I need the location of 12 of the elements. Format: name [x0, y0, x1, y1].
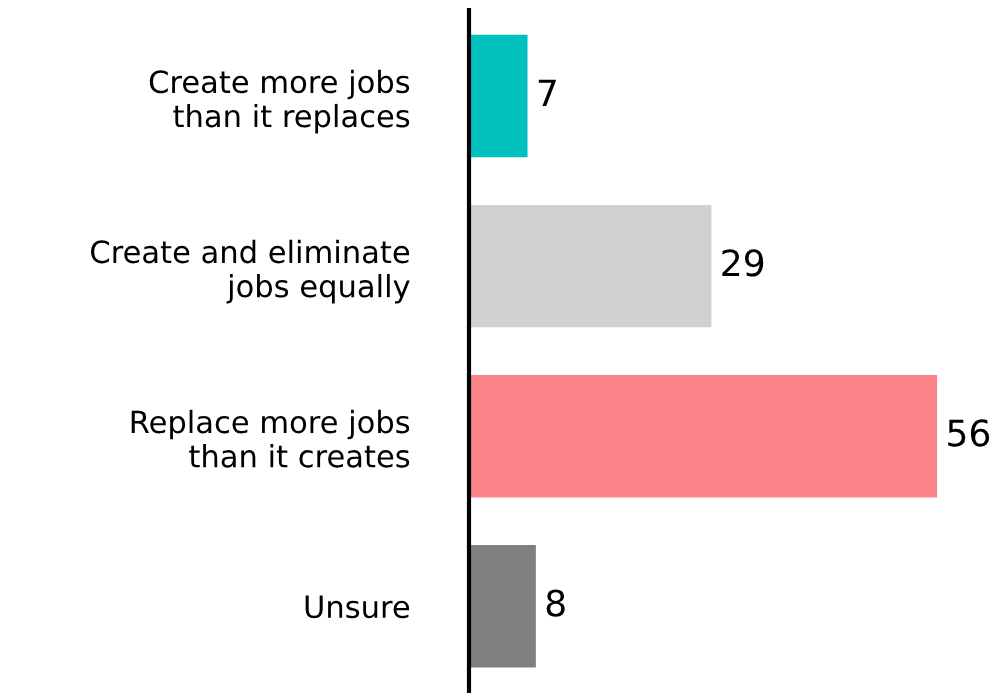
data-label: 7 [538, 79, 556, 107]
data-label: 56 [948, 419, 990, 447]
data-label: 8 [546, 589, 565, 617]
y-tick-label: Create and eliminate jobs equally [91, 239, 410, 304]
y-tick-label: Replace more jobs than it creates [131, 409, 410, 468]
bar [469, 374, 938, 498]
bar [469, 204, 712, 328]
bar [469, 34, 528, 158]
y-tick-label: Unsure [305, 595, 410, 619]
bar [469, 545, 536, 668]
data-label: 29 [722, 249, 764, 277]
y-tick-label: Create more jobs than it replaces [149, 69, 410, 134]
